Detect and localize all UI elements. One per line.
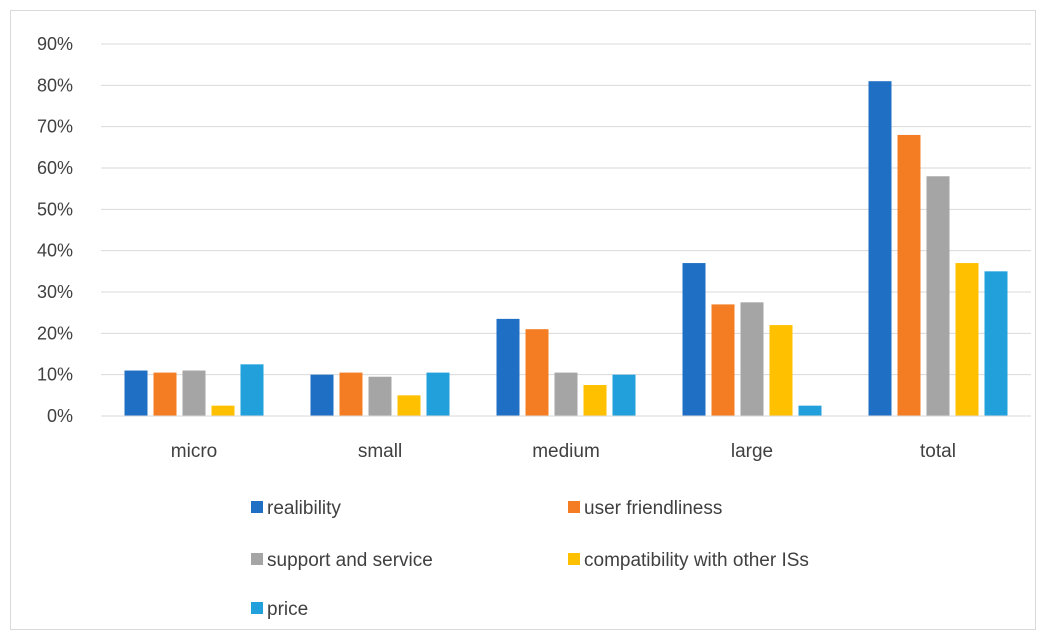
legend-item: price <box>251 599 308 620</box>
x-tick-label: total <box>920 441 956 462</box>
legend-label: support and service <box>267 550 433 571</box>
legend: realibility user friendliness support and … <box>251 498 809 620</box>
bar-medium-0 <box>496 318 520 416</box>
legend-item: compatibility with other ISs <box>568 550 809 571</box>
bar-medium-1 <box>525 329 549 416</box>
bar-total-0 <box>868 81 892 416</box>
y-tick-label: 20% <box>37 323 73 343</box>
legend-swatch <box>251 501 263 513</box>
gridlines <box>101 43 1031 376</box>
bar-large-3 <box>769 325 793 416</box>
bar-micro-2 <box>182 370 206 416</box>
legend-item: support and service <box>251 550 433 571</box>
y-tick-label: 0% <box>47 406 73 426</box>
bar-large-4 <box>798 405 822 416</box>
bar-micro-0 <box>124 370 148 416</box>
bar-total-2 <box>926 176 950 416</box>
bar-small-2 <box>368 376 392 416</box>
legend-label: compatibility with other ISs <box>584 550 809 571</box>
x-tick-label: medium <box>532 441 600 462</box>
legend-swatch <box>251 553 263 565</box>
bar-medium-3 <box>583 385 607 416</box>
legend-label: price <box>267 599 308 620</box>
bar-small-0 <box>310 374 334 416</box>
y-tick-label: 60% <box>37 158 73 178</box>
chart-frame: 0% 10% 20% 30% 40% 50% 60% 70% 80% 90% micro small… <box>10 10 1036 630</box>
bar-large-2 <box>740 302 764 416</box>
bar-small-1 <box>339 372 363 416</box>
legend-item: user friendliness <box>568 498 722 519</box>
x-axis-categories: micro small medium large total <box>171 441 956 462</box>
x-tick-label: large <box>731 441 773 462</box>
y-tick-label: 40% <box>37 241 73 261</box>
y-tick-label: 90% <box>37 34 73 54</box>
legend-swatch <box>251 602 263 614</box>
bar-total-1 <box>897 134 921 416</box>
bar-medium-4 <box>612 374 636 416</box>
bar-micro-1 <box>153 372 177 416</box>
legend-swatch <box>568 501 580 513</box>
bar-small-4 <box>426 372 450 416</box>
bar-micro-3 <box>211 405 235 416</box>
bar-large-1 <box>711 304 735 416</box>
bar-chart: 0% 10% 20% 30% 40% 50% 60% 70% 80% 90% micro small… <box>37 34 1031 620</box>
x-tick-label: micro <box>171 441 217 462</box>
y-axis-ticks: 0% 10% 20% 30% 40% 50% 60% 70% 80% 90% <box>37 34 73 426</box>
bar-medium-2 <box>554 372 578 416</box>
legend-item: realibility <box>251 498 341 519</box>
x-tick-label: small <box>358 441 402 462</box>
bars <box>124 81 1008 416</box>
legend-label: user friendliness <box>584 498 722 519</box>
bar-large-0 <box>682 263 706 416</box>
bar-micro-4 <box>240 364 264 416</box>
y-tick-label: 30% <box>37 282 73 302</box>
bar-total-4 <box>984 271 1008 416</box>
legend-label: realibility <box>267 498 341 519</box>
y-tick-label: 50% <box>37 199 73 219</box>
bar-total-3 <box>955 263 979 416</box>
y-tick-label: 70% <box>37 117 73 137</box>
legend-swatch <box>568 553 580 565</box>
y-tick-label: 10% <box>37 365 73 385</box>
bar-small-3 <box>397 395 421 416</box>
y-tick-label: 80% <box>37 75 73 95</box>
